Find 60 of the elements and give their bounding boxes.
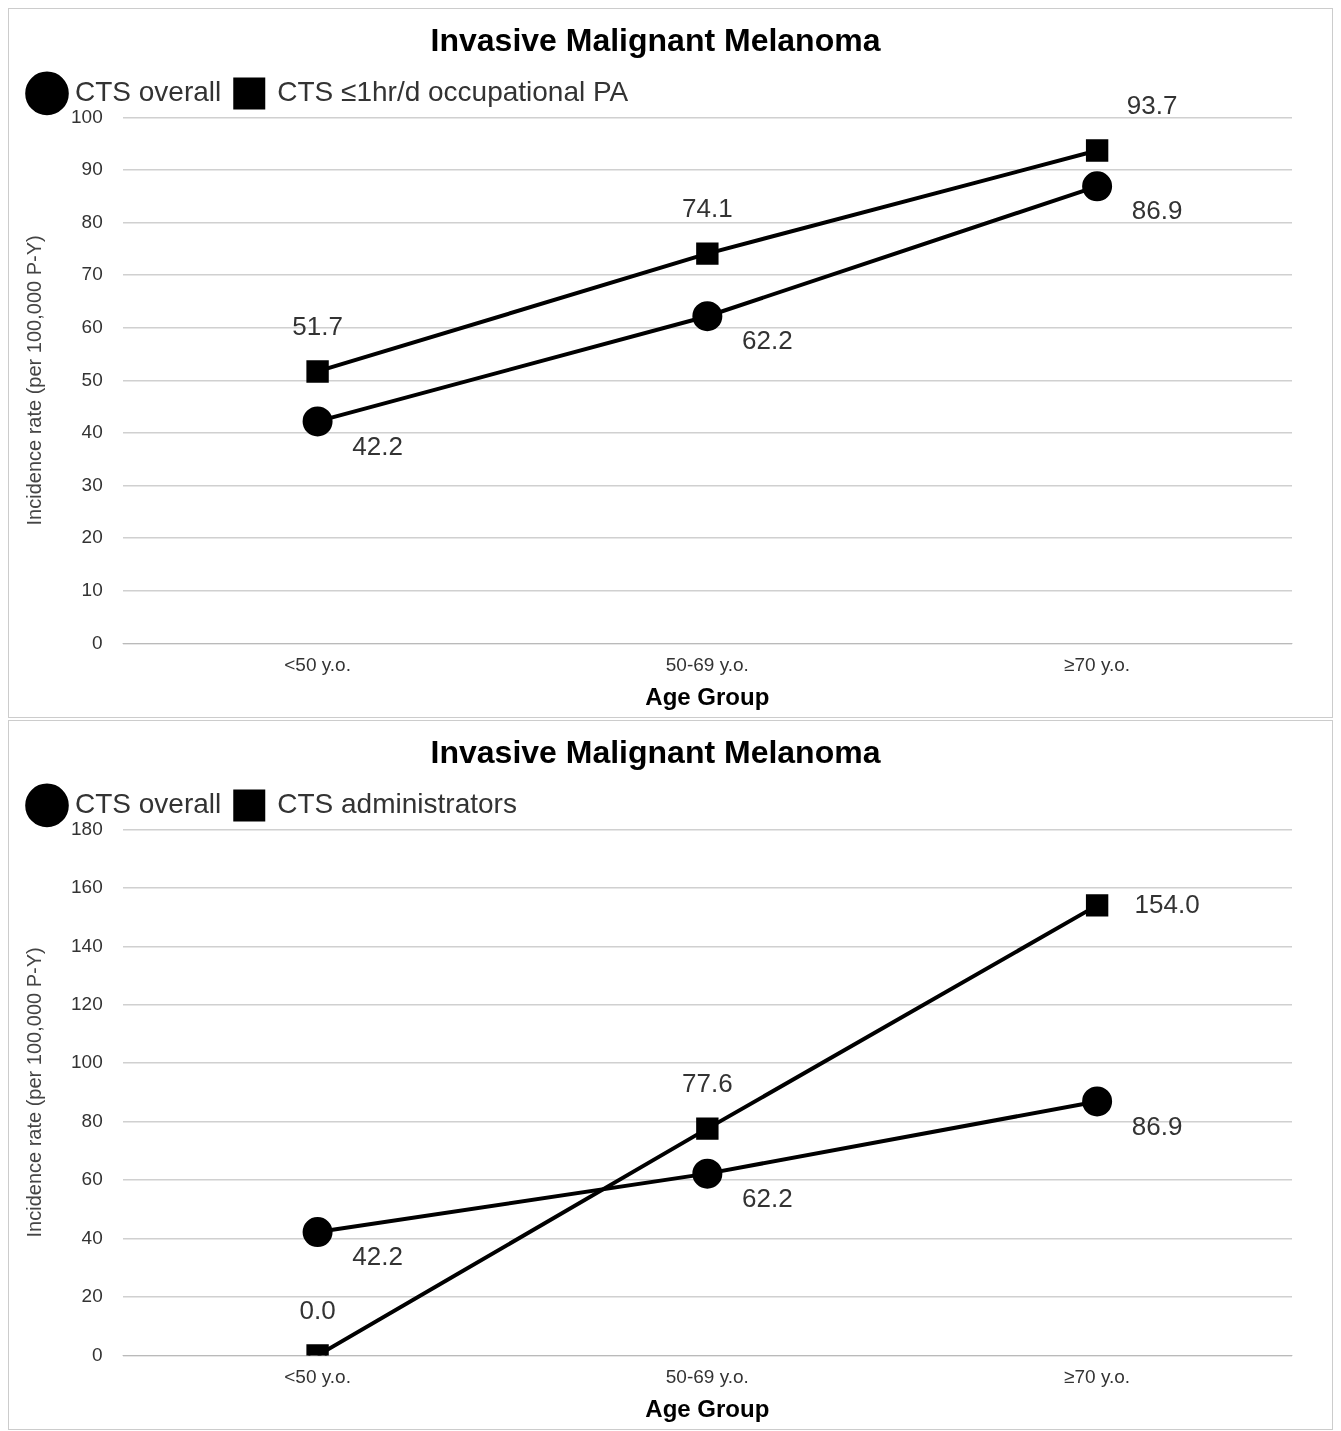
y-tick-label: 80 (81, 210, 103, 232)
point (302, 1217, 333, 1248)
y-tick-label: 10 (81, 579, 103, 601)
y-tick-label: 0 (92, 1343, 103, 1365)
x-tick-label: ≥70 y.o. (1064, 1366, 1131, 1388)
y-tick-label: 60 (81, 316, 103, 338)
point (1085, 139, 1109, 162)
point (306, 360, 329, 383)
point (1082, 171, 1113, 202)
data-label: 77.6 (682, 1067, 733, 1098)
data-label: 42.2 (352, 1241, 403, 1272)
x-tick-label: <50 y.o. (284, 654, 351, 676)
data-label: 86.9 (1131, 1110, 1183, 1141)
y-tick-label: 120 (71, 992, 103, 1014)
x-tick-label: ≥70 y.o. (1064, 654, 1131, 676)
y-tick-label: 100 (71, 1051, 103, 1073)
data-label: 0.0 (299, 1294, 336, 1325)
x-axis-title: Age Group (645, 1395, 770, 1423)
point (696, 1117, 719, 1140)
data-label: 74.1 (682, 192, 733, 223)
point (1082, 1086, 1113, 1117)
x-tick-label: 50-69 y.o. (665, 1366, 749, 1388)
y-axis-title: Incidence rate (per 100,000 P-Y) (22, 947, 45, 1238)
y-tick-label: 0 (92, 631, 103, 653)
data-label: 42.2 (352, 430, 403, 461)
y-tick-label: 20 (81, 1285, 103, 1307)
point (692, 301, 723, 332)
y-tick-label: 160 (71, 876, 103, 898)
y-tick-label: 60 (81, 1168, 103, 1190)
y-tick-label: 90 (81, 158, 103, 180)
chart-title: Invasive Malignant Melanoma (430, 22, 881, 59)
y-tick-label: 50 (81, 368, 103, 390)
legend-label: CTS administrators (277, 788, 517, 820)
y-tick-label: 20 (81, 526, 103, 548)
legend-label: CTS ≤1hr/d occupational PA (277, 76, 629, 108)
legend-label: CTS overall (75, 76, 222, 108)
y-tick-label: 40 (81, 1226, 103, 1248)
data-label: 154.0 (1134, 888, 1200, 919)
y-tick-label: 40 (81, 421, 103, 443)
point (302, 406, 333, 437)
data-label: 51.7 (292, 310, 343, 341)
x-tick-label: <50 y.o. (284, 1366, 351, 1388)
point (696, 242, 719, 265)
point (1085, 894, 1109, 917)
y-axis-title: Incidence rate (per 100,000 P-Y) (22, 235, 45, 526)
chart-title: Invasive Malignant Melanoma (430, 734, 881, 771)
data-label: 86.9 (1131, 195, 1183, 226)
y-tick-label: 30 (81, 473, 103, 495)
data-label: 93.7 (1126, 89, 1178, 120)
point (692, 1158, 723, 1189)
y-tick-label: 100 (71, 105, 103, 127)
data-label: 62.2 (742, 325, 793, 356)
y-tick-label: 180 (71, 817, 103, 839)
y-tick-label: 70 (81, 263, 103, 285)
x-tick-label: 50-69 y.o. (665, 654, 749, 676)
data-label: 62.2 (742, 1182, 793, 1213)
y-tick-label: 80 (81, 1109, 103, 1131)
legend-label: CTS overall (75, 788, 222, 820)
x-axis-title: Age Group (645, 683, 770, 711)
y-tick-label: 140 (71, 934, 103, 956)
